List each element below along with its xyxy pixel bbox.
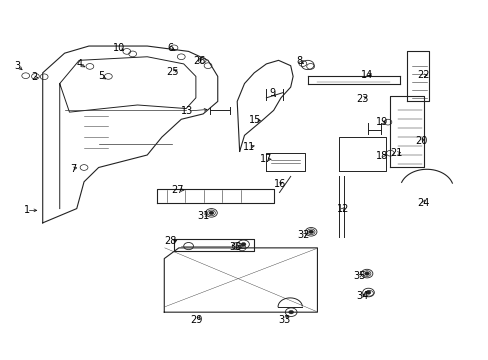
Text: 18: 18: [375, 151, 387, 161]
Text: 14: 14: [360, 70, 372, 80]
Text: 21: 21: [390, 148, 402, 158]
Text: 23: 23: [355, 94, 367, 104]
Text: 5: 5: [98, 71, 104, 81]
Circle shape: [241, 243, 245, 246]
Text: 19: 19: [375, 117, 387, 127]
Circle shape: [308, 230, 313, 234]
Circle shape: [288, 310, 293, 314]
Text: 30: 30: [229, 242, 242, 252]
Text: 12: 12: [336, 204, 348, 214]
Text: 28: 28: [164, 236, 177, 246]
Text: 22: 22: [416, 70, 429, 80]
Text: 25: 25: [166, 67, 179, 77]
Text: 29: 29: [190, 315, 203, 325]
Text: 32: 32: [297, 230, 309, 240]
Text: 15: 15: [248, 115, 261, 125]
Text: 6: 6: [167, 43, 173, 53]
Text: 10: 10: [113, 43, 125, 53]
Text: 34: 34: [355, 291, 367, 301]
Text: 1: 1: [23, 205, 30, 215]
Text: 24: 24: [416, 198, 429, 207]
Text: 11: 11: [243, 142, 255, 152]
Circle shape: [366, 291, 370, 294]
Text: 27: 27: [171, 185, 183, 195]
Text: 35: 35: [353, 271, 365, 281]
Text: 2: 2: [31, 72, 38, 82]
Circle shape: [364, 272, 369, 275]
Text: 20: 20: [414, 136, 427, 146]
Circle shape: [208, 211, 213, 215]
Text: 4: 4: [76, 59, 82, 69]
Text: 26: 26: [193, 56, 205, 66]
Text: 33: 33: [278, 315, 290, 325]
Text: 17: 17: [260, 154, 272, 164]
Text: 13: 13: [181, 106, 193, 116]
Text: 7: 7: [70, 163, 76, 174]
Text: 9: 9: [269, 88, 275, 98]
Text: 8: 8: [296, 57, 302, 66]
Text: 16: 16: [273, 179, 285, 189]
Text: 3: 3: [14, 61, 20, 71]
Text: 31: 31: [197, 211, 209, 221]
